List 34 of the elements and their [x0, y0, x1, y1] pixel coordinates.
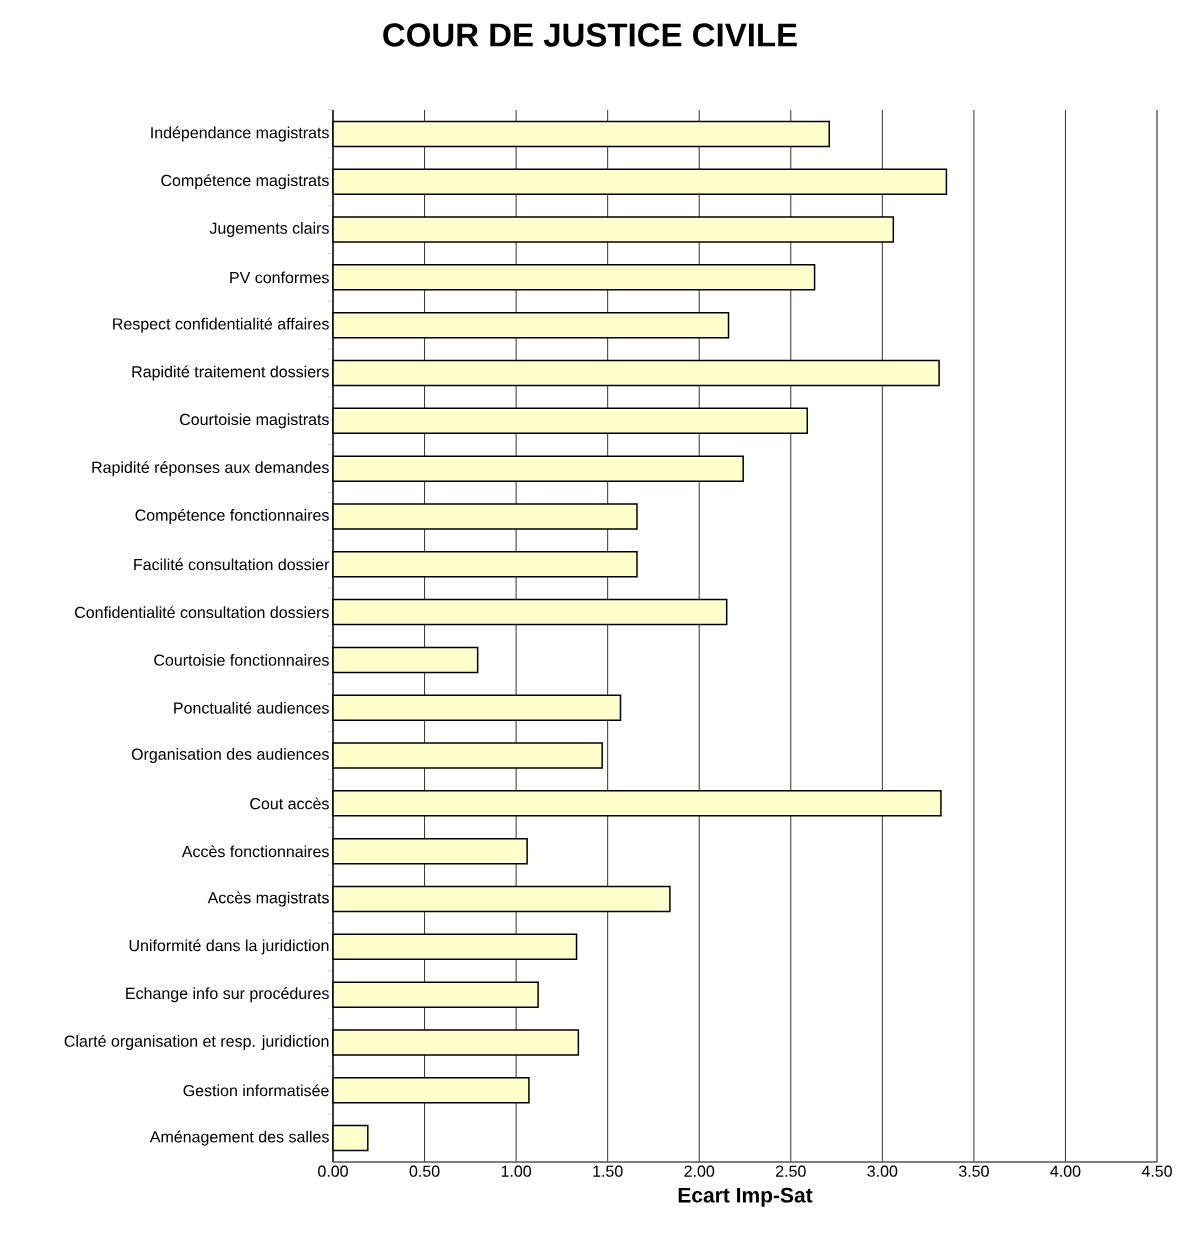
y-tick-label: Rapidité traitement dossiers	[132, 365, 329, 381]
y-tick-label: Compétence fonctionnaires	[135, 508, 329, 525]
y-tick-label: Facilité consultation dossier	[134, 558, 330, 571]
x-tick-label: 0.50	[409, 1165, 440, 1177]
x-tick-label: 2.00	[684, 1165, 715, 1177]
x-tick-label: 0.00	[318, 1165, 348, 1177]
y-tick-label: Ponctualité audiences	[174, 701, 329, 714]
y-tick-label: Courtoisie magistrats	[180, 413, 329, 429]
y-tick-label: Courtoisie fonctionnaires	[154, 654, 329, 666]
y-tick-label: Organisation des audiences	[131, 748, 329, 764]
y-tick-label: Respect confidentialité affaires	[113, 317, 329, 333]
chart-title: COUR DE JUSTICE CIVILE	[383, 23, 797, 47]
y-tick-label: Uniformité dans la juridiction	[129, 939, 329, 955]
x-tick-label: 3.00	[867, 1165, 898, 1177]
y-tick-label: Confidentialité consultation dossiers	[75, 606, 329, 619]
x-tick-label: 4.50	[1141, 1165, 1172, 1177]
y-tick-label: Clarté organisation et resp. juridiction	[64, 1034, 329, 1051]
x-tick-label: 4.00	[1050, 1165, 1081, 1177]
x-tick-label: 1.00	[501, 1165, 532, 1177]
y-tick-label: Jugements clairs	[209, 222, 329, 238]
y-tick-label: Compétence magistrats	[161, 174, 329, 190]
x-axis-title: Ecart Imp-Sat	[678, 1187, 813, 1207]
y-tick-label: Accès magistrats	[207, 891, 329, 907]
x-tick-label: 3.50	[958, 1165, 989, 1177]
y-tick-label: Rapidité réponses aux demandes	[92, 461, 329, 477]
y-tick-label: Gestion informatisée	[183, 1084, 329, 1097]
y-tick-label: Indépendance magistrats	[151, 126, 329, 142]
y-tick-label: Accès fonctionnaires	[181, 845, 329, 858]
y-tick-label: Aménagement des salles	[149, 1130, 329, 1146]
y-tick-label: Echange info sur procédures	[126, 987, 329, 1003]
x-tick-label: 2.50	[776, 1165, 806, 1177]
y-tick-label: Cout accès	[250, 797, 329, 810]
x-tick-label: 1.50	[593, 1165, 623, 1177]
y-tick-label: PV conformes	[230, 271, 329, 284]
